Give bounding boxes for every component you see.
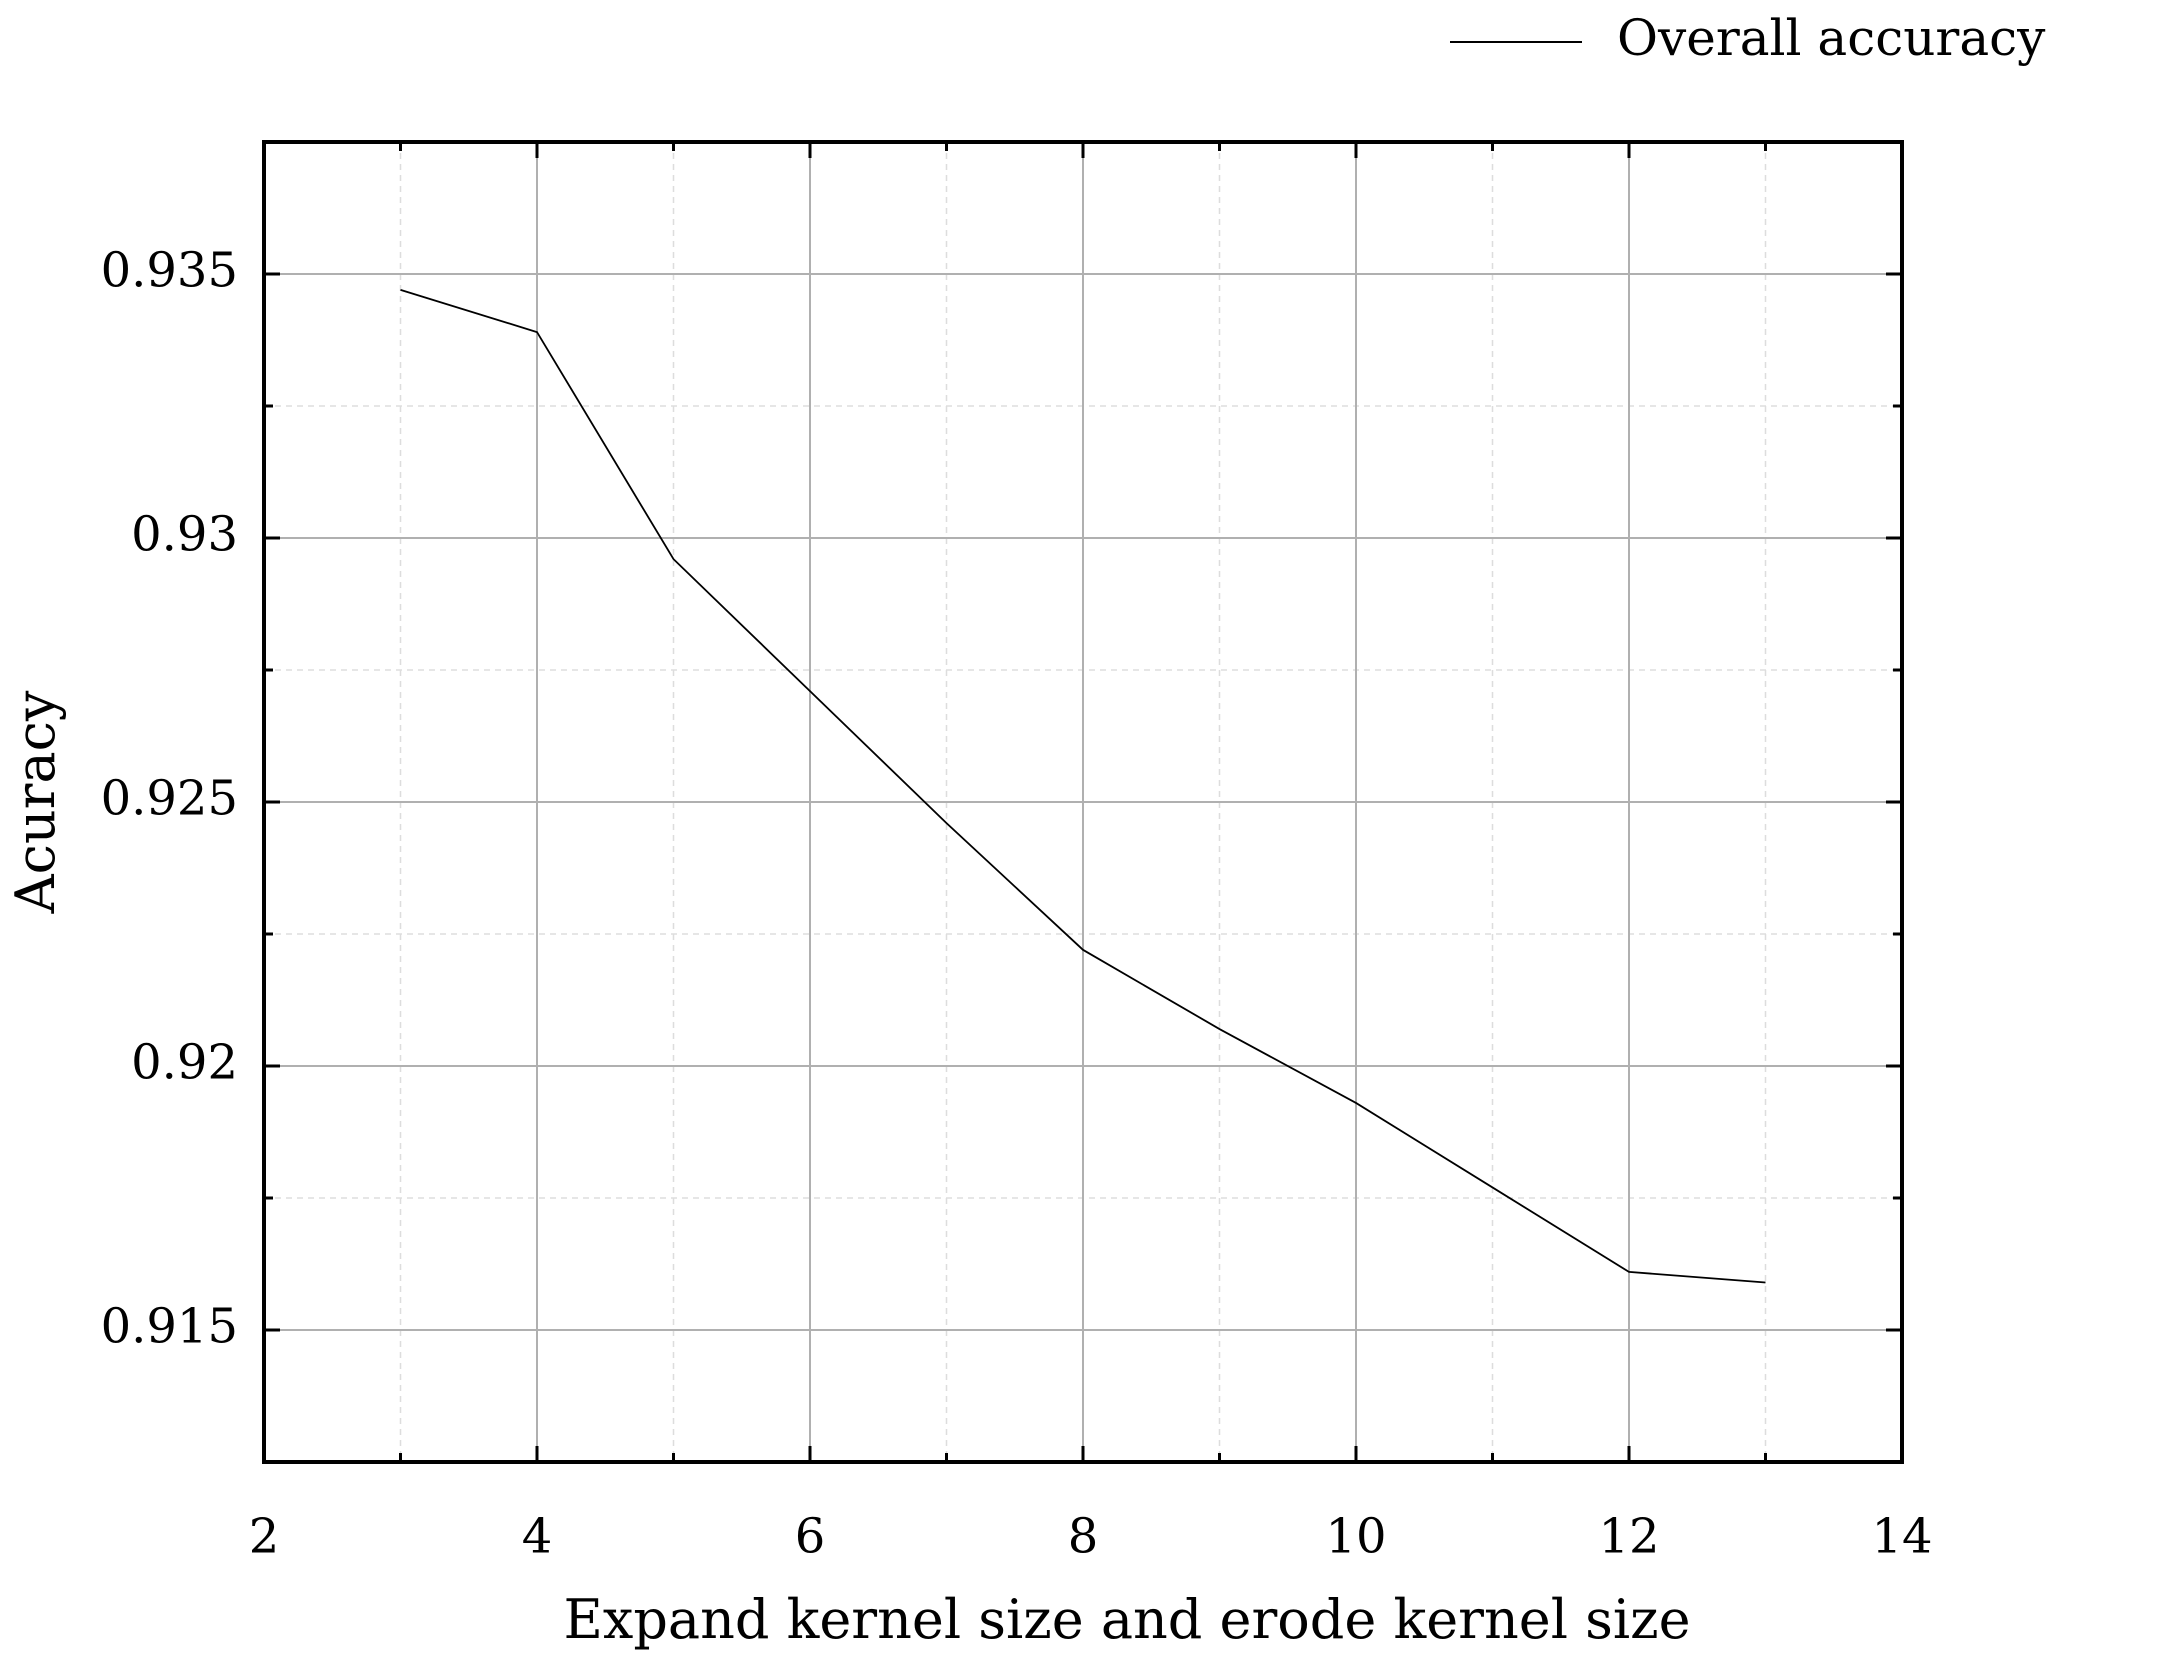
- x-tick-label: 4: [522, 1509, 553, 1565]
- y-tick-label: 0.935: [101, 243, 238, 299]
- y-tick-label: 0.92: [131, 1035, 238, 1091]
- x-tick-label: 6: [795, 1509, 826, 1565]
- x-tick-label: 8: [1068, 1509, 1099, 1565]
- y-tick-label: 0.93: [131, 507, 238, 563]
- y-axis-label: Acuracy: [4, 690, 67, 914]
- y-tick-label: 0.925: [101, 771, 238, 827]
- plot-frame: [262, 140, 1904, 1464]
- x-tick-label: 2: [249, 1509, 280, 1565]
- x-tick-label: 12: [1598, 1509, 1659, 1565]
- x-axis-label: Expand kernel size and erode kernel size: [563, 1588, 1690, 1651]
- x-tick-label: 10: [1325, 1509, 1386, 1565]
- x-tick-label: 14: [1871, 1509, 1932, 1565]
- legend-label: Overall accuracy: [1617, 9, 2046, 67]
- y-tick-label: 0.915: [101, 1299, 238, 1355]
- data-line: [400, 288, 1766, 1284]
